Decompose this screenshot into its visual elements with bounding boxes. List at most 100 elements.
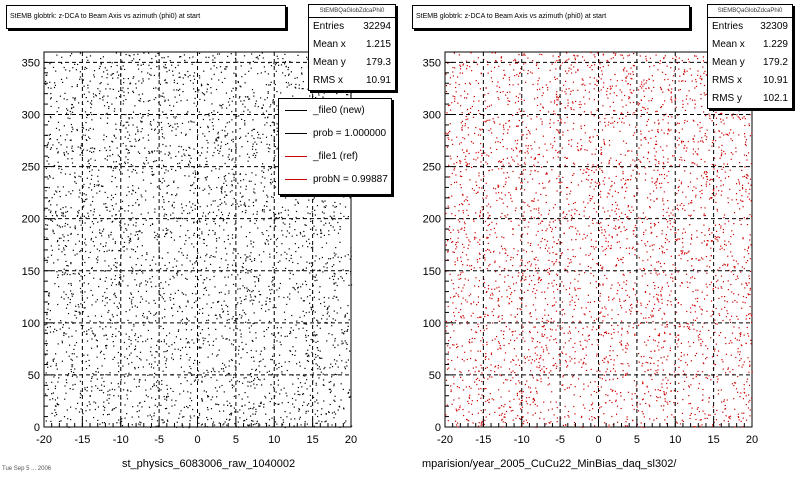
- left-scatter-point: [164, 356, 166, 358]
- right-scatter-point: [471, 166, 473, 168]
- right-scatter-point: [623, 399, 625, 401]
- left-scatter-point: [156, 381, 158, 383]
- left-scatter-point: [312, 310, 314, 312]
- left-scatter-point: [63, 416, 66, 418]
- left-scatter-point: [231, 274, 233, 276]
- left-scatter-point: [165, 214, 168, 216]
- right-scatter-point: [633, 408, 635, 411]
- right-scatter-point: [588, 225, 590, 227]
- left-scatter-point: [118, 90, 120, 92]
- left-scatter-point: [250, 180, 252, 182]
- left-scatter-point: [158, 65, 160, 67]
- left-scatter-point: [46, 261, 48, 263]
- right-scatter-point: [613, 126, 615, 128]
- left-scatter-point: [268, 144, 271, 146]
- left-scatter-point: [309, 272, 311, 274]
- right-scatter-point: [464, 97, 466, 99]
- left-scatter-point: [213, 73, 215, 75]
- left-scatter-point: [211, 353, 213, 355]
- left-scatter-point: [166, 395, 168, 398]
- left-scatter-point: [92, 196, 94, 198]
- left-scatter-point: [182, 293, 185, 295]
- left-scatter-point: [341, 360, 343, 362]
- left-scatter-point: [208, 294, 210, 296]
- right-scatter-point: [737, 294, 740, 296]
- right-scatter-point: [744, 136, 746, 138]
- left-scatter-point: [214, 232, 216, 234]
- right-scatter-point: [678, 366, 680, 368]
- left-scatter-point: [333, 229, 336, 231]
- left-scatter-point: [229, 98, 231, 100]
- left-scatter-point: [172, 358, 174, 361]
- left-scatter-point: [82, 79, 84, 81]
- left-scatter-point: [143, 162, 145, 164]
- left-scatter-point: [316, 364, 319, 366]
- left-scatter-point: [65, 69, 67, 71]
- right-scatter-point: [515, 188, 517, 190]
- right-scatter-point: [720, 286, 722, 288]
- left-scatter-point: [72, 273, 74, 275]
- left-scatter-point: [93, 277, 95, 279]
- left-scatter-point: [45, 420, 47, 422]
- left-scatter-point: [195, 105, 198, 107]
- left-scatter-point: [117, 77, 119, 79]
- left-scatter-point: [256, 384, 258, 386]
- right-scatter-point: [525, 126, 527, 128]
- left-scatter-point: [216, 403, 218, 405]
- left-scatter-point: [103, 335, 105, 337]
- left-scatter-point: [140, 422, 142, 424]
- left-scatter-point: [91, 147, 93, 149]
- right-scatter-point: [564, 107, 567, 109]
- right-scatter-point: [659, 262, 661, 264]
- left-scatter-point: [54, 387, 56, 390]
- right-scatter-point: [567, 248, 569, 251]
- right-scatter-point: [660, 106, 663, 108]
- left-scatter-point: [151, 354, 153, 356]
- right-scatter-point: [668, 170, 670, 172]
- right-scatter-point: [525, 251, 528, 253]
- left-scatter-point: [199, 164, 201, 166]
- right-scatter-point: [590, 52, 592, 54]
- left-scatter-point: [150, 388, 152, 390]
- left-scatter-point: [151, 128, 153, 130]
- left-scatter-point: [101, 389, 103, 391]
- left-scatter-point: [321, 200, 323, 202]
- left-scatter-point: [295, 83, 297, 85]
- left-scatter-point: [204, 279, 206, 281]
- right-scatter-point: [585, 346, 587, 348]
- left-scatter-point: [310, 262, 312, 264]
- left-scatter-point: [282, 234, 284, 236]
- left-scatter-point: [200, 274, 202, 276]
- left-scatter-point: [185, 134, 187, 136]
- left-scatter-point: [265, 136, 268, 138]
- left-scatter-point: [210, 204, 212, 206]
- right-scatter-point: [693, 328, 695, 330]
- left-scatter-point: [232, 87, 234, 89]
- left-scatter-point: [100, 232, 102, 234]
- left-scatter-point: [218, 349, 220, 351]
- right-scatter-point: [449, 77, 451, 79]
- left-scatter-point: [131, 145, 133, 147]
- left-scatter-point: [48, 293, 50, 295]
- left-scatter-point: [145, 219, 147, 221]
- right-scatter-point: [680, 181, 683, 183]
- left-scatter-point: [286, 395, 288, 397]
- right-scatter-point: [695, 258, 697, 260]
- left-scatter-point: [135, 83, 137, 85]
- left-scatter-point: [82, 206, 84, 208]
- right-scatter-point: [514, 210, 516, 212]
- left-scatter-point: [114, 193, 117, 195]
- left-scatter-point: [135, 202, 137, 204]
- left-scatter-point: [247, 140, 249, 143]
- left-scatter-point: [152, 161, 155, 163]
- left-scatter-point: [46, 313, 48, 315]
- left-scatter-point: [254, 423, 256, 425]
- left-scatter-point: [57, 343, 59, 345]
- right-scatter-point: [669, 350, 671, 352]
- left-scatter-point: [163, 421, 165, 423]
- left-scatter-point: [350, 255, 352, 257]
- right-scatter-point: [648, 391, 650, 393]
- left-scatter-point: [143, 101, 145, 103]
- right-scatter-point: [567, 265, 569, 267]
